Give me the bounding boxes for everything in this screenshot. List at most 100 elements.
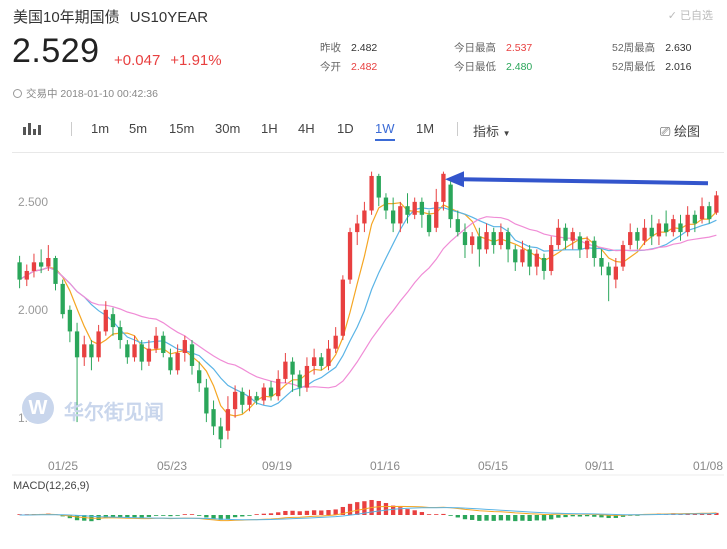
period-tab-1m[interactable]: 1m [91, 121, 110, 136]
x-tick-label: 09/11 [585, 459, 614, 473]
macd-bar [527, 515, 532, 521]
candle-body [89, 344, 94, 358]
candle-body [398, 206, 403, 224]
macd-dif-line [19, 505, 717, 522]
candle-body [462, 232, 468, 246]
candle-body [527, 249, 532, 267]
macd-bar [534, 515, 539, 521]
macd-bar [333, 509, 338, 515]
macd-bar [577, 515, 583, 517]
candle-body [491, 232, 496, 246]
candle-body [584, 240, 590, 250]
stat-value: 2.630 [665, 42, 692, 54]
macd-bar [340, 506, 346, 515]
macd-bar [125, 515, 130, 518]
macd-bar [304, 510, 310, 515]
macd-bar [67, 515, 73, 519]
candle-body [520, 249, 525, 263]
candle-body [556, 227, 561, 246]
x-tick-label: 05/23 [157, 459, 187, 473]
candle-body [347, 232, 353, 280]
candle-body [692, 214, 698, 224]
candle-body [448, 184, 453, 220]
macd-bar [311, 510, 317, 515]
candle-body [505, 232, 511, 250]
macd-bar [232, 515, 238, 518]
macd-bar [419, 512, 425, 515]
period-tab-5m[interactable]: 5m [129, 121, 148, 136]
candle-body [649, 227, 654, 237]
candle-body [268, 387, 274, 397]
candle-body [412, 201, 417, 215]
macd-bar [390, 505, 396, 515]
candle-body [232, 391, 238, 410]
last-price: 2.529 [12, 32, 100, 70]
price-change: +0.047 +1.91% [114, 52, 232, 69]
candle-body [276, 378, 281, 397]
candle-body [261, 387, 266, 401]
period-tab-1h[interactable]: 1H [261, 121, 278, 136]
period-tab-30m[interactable]: 30m [215, 121, 241, 136]
period-tab-1w[interactable]: 1W [375, 121, 395, 141]
candle-body [434, 201, 439, 228]
candle-body [67, 309, 73, 332]
annotation-arrow-head [445, 171, 464, 188]
macd-bar [541, 515, 547, 521]
macd-dea-line [19, 507, 717, 521]
macd-bar [613, 515, 618, 518]
macd-bar [218, 515, 223, 520]
candle-body [175, 353, 180, 371]
macd-bar [470, 515, 475, 520]
macd-bar [118, 515, 123, 518]
ma20-line [19, 216, 717, 389]
period-tab-4h[interactable]: 4H [298, 121, 315, 136]
candle-body [118, 327, 123, 341]
candle-body [376, 175, 381, 198]
candle-body [613, 266, 618, 280]
candle-body [707, 206, 712, 220]
selfpick-button[interactable]: ✓ 已自选 [667, 10, 713, 22]
trading-status: 交易中 2018-01-10 00:42:36 [13, 86, 158, 101]
candle-body [38, 262, 44, 267]
macd-bar [462, 515, 468, 520]
candlestick-type-icon[interactable] [23, 123, 41, 135]
stat-open: 今开 2.482 [320, 59, 377, 74]
macd-bar [261, 513, 266, 515]
candle-body [204, 387, 209, 414]
macd-bar [347, 503, 353, 515]
candle-body [82, 344, 87, 358]
candle-body [534, 253, 539, 267]
candle-body [656, 223, 662, 237]
kline-chart[interactable]: 2.5002.0001.50001/2505/2309/1901/1605/15… [12, 153, 724, 544]
macd-bar [707, 513, 712, 515]
macd-bar [254, 514, 259, 515]
candle-body [17, 262, 22, 280]
draw-label: 绘图 [674, 124, 701, 139]
candle-body [369, 175, 374, 211]
candle-body [254, 396, 259, 401]
ma5-line [19, 202, 717, 417]
draw-tool-button[interactable]: ⎚ 绘图 [660, 121, 700, 140]
candle-body [642, 227, 647, 241]
macd-bar [197, 515, 202, 516]
period-tab-1d[interactable]: 1D [337, 121, 354, 136]
macd-bar [240, 515, 245, 517]
macd-bar [412, 510, 417, 515]
macd-bar [477, 515, 482, 521]
indicator-menu[interactable]: 指标 ▼ [473, 121, 511, 140]
period-tab-15m[interactable]: 15m [169, 121, 195, 136]
macd-bar [110, 515, 116, 518]
macd-bar [189, 514, 195, 515]
candle-body [570, 232, 575, 241]
period-tab-1m[interactable]: 1M [416, 121, 435, 136]
chart-area[interactable]: 2.5002.0001.50001/2505/2309/1901/1605/15… [12, 152, 724, 543]
candle-body [197, 370, 202, 384]
macd-bar [276, 512, 281, 515]
macd-bar [498, 515, 504, 521]
candle-body [699, 206, 705, 220]
candle-body [484, 232, 489, 250]
macd-bar [283, 510, 288, 515]
macd-bar [74, 515, 80, 521]
stat-52w-low: 52周最低 2.016 [612, 59, 691, 74]
candle-body [139, 344, 144, 362]
